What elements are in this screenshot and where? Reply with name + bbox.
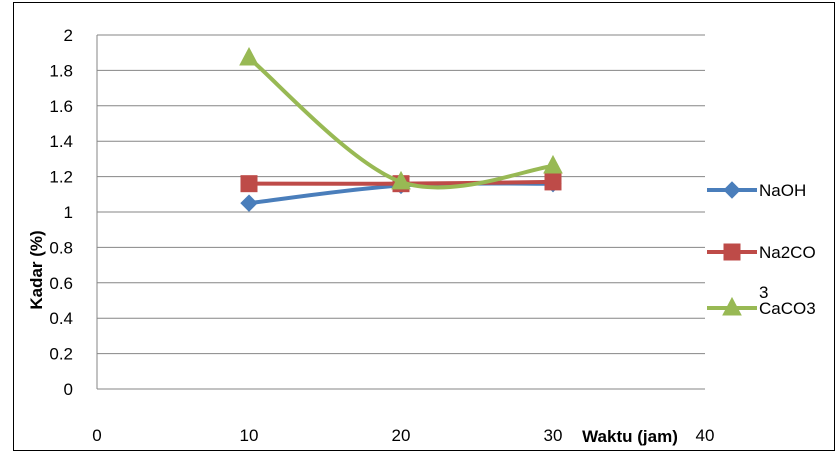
legend-item-caco3: CaCO3 — [707, 296, 816, 318]
data-point-na2co3 — [240, 175, 258, 193]
y-tick-label: 2 — [64, 26, 73, 45]
legend-item-na2co3: Na2CO 3 — [707, 243, 816, 302]
y-tick-label: 0 — [64, 380, 73, 399]
series-caco3 — [239, 46, 563, 190]
x-tick-label: 20 — [392, 426, 411, 445]
data-point-caco3 — [543, 154, 563, 174]
y-axis-title: Kadar (%) — [27, 230, 46, 309]
data-point-naoh — [240, 194, 258, 212]
legend-label: Na2CO — [759, 243, 816, 262]
y-tick-label: 0.8 — [49, 238, 73, 257]
y-tick-label: 0.2 — [49, 345, 73, 364]
legend-item-naoh: NaOH — [707, 181, 806, 200]
legend-marker — [722, 296, 742, 316]
data-point-na2co3 — [544, 173, 562, 191]
x-axis-title: Waktu (jam) — [582, 427, 678, 446]
chart-area — [13, 2, 835, 451]
legend-marker — [723, 243, 741, 261]
data-point-caco3 — [391, 170, 411, 190]
x-tick-label: 30 — [544, 426, 563, 445]
y-tick-label: 0.6 — [49, 274, 73, 293]
y-tick-label: 1.6 — [49, 97, 73, 116]
x-tick-label: 0 — [92, 426, 101, 445]
legend-label: NaOH — [759, 181, 806, 200]
data-point-caco3 — [239, 46, 259, 66]
legend-marker — [723, 181, 741, 199]
y-tick-label: 1.8 — [49, 61, 73, 80]
y-tick-label: 1.2 — [49, 168, 73, 187]
y-tick-label: 1 — [64, 203, 73, 222]
series-line-caco3 — [247, 56, 554, 190]
x-tick-label: 40 — [696, 426, 715, 445]
y-tick-label: 0.4 — [49, 309, 73, 328]
legend-label: CaCO3 — [759, 299, 816, 318]
x-tick-label: 10 — [240, 426, 259, 445]
y-tick-label: 1.4 — [49, 132, 73, 151]
legend-label: 3 — [759, 283, 768, 302]
